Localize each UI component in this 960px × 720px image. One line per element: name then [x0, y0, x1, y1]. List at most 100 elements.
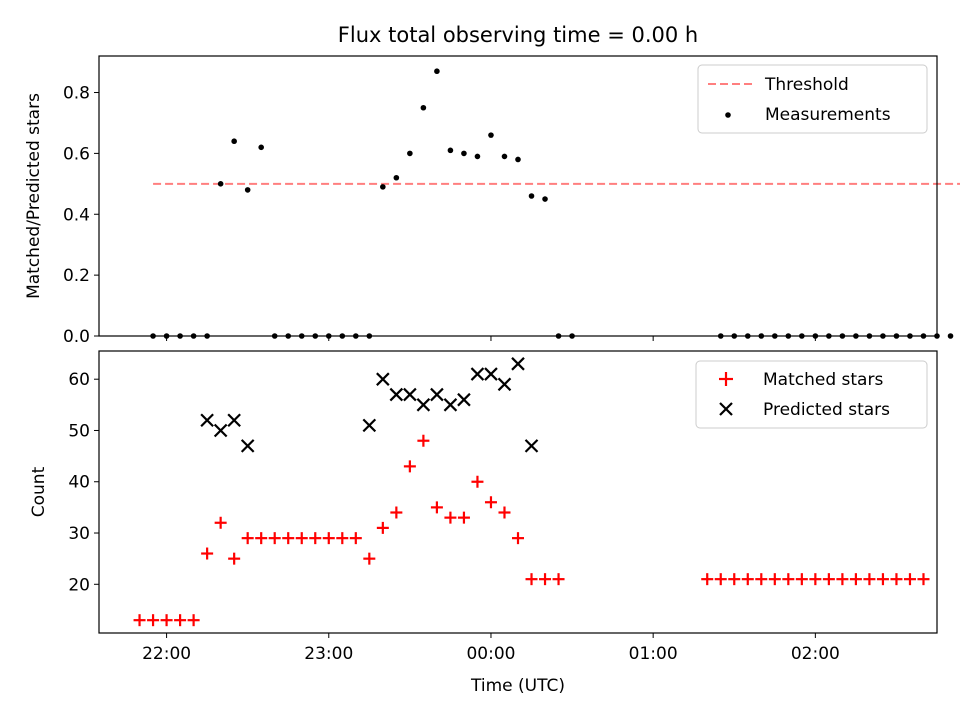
- matched-star-marker: [376, 521, 389, 534]
- legend-measurements-swatch: [725, 112, 731, 118]
- top-y-tick-label: 0.6: [63, 144, 90, 164]
- matched-star-marker: [795, 573, 808, 586]
- matched-star-marker: [201, 547, 214, 560]
- matched-star-marker: [147, 614, 160, 627]
- bottom-panel: Count Time (UTC) 20 30 40 50 60 22:00 23:00 00…: [29, 350, 938, 696]
- matched-star-marker: [349, 532, 362, 545]
- matched-star-marker: [228, 552, 241, 565]
- top-y-tick-label: 0.2: [63, 266, 90, 286]
- predicted-star-marker: [524, 439, 539, 453]
- measurement-point: [393, 174, 400, 181]
- matched-star-marker: [539, 573, 552, 586]
- measurement-point: [501, 153, 508, 160]
- matched-star-marker: [525, 573, 538, 586]
- legend-threshold-label: Threshold: [764, 75, 849, 95]
- legend-matched-swatch: [719, 372, 733, 386]
- bottom-y-tick-label: 50: [68, 421, 90, 441]
- matched-star-marker: [241, 532, 254, 545]
- measurement-point: [488, 132, 494, 138]
- bottom-legend-box: [695, 360, 928, 429]
- bottom-y-tick-label: 30: [68, 524, 90, 544]
- top-y-tick-label: 0.8: [63, 84, 90, 104]
- matched-star-marker: [512, 532, 524, 545]
- matched-star-marker: [876, 573, 889, 586]
- measurement-point: [542, 196, 548, 202]
- matched-star-marker: [863, 573, 876, 586]
- measurement-point: [434, 68, 440, 75]
- matched-star-marker: [714, 573, 727, 586]
- matched-star-marker: [322, 532, 335, 545]
- predicted-star-marker: [511, 357, 525, 371]
- predicted-star-marker: [430, 387, 444, 402]
- matched-star-marker: [903, 573, 916, 586]
- matched-star-marker: [309, 532, 322, 545]
- top-legend: Threshold Measurements: [697, 64, 928, 134]
- matched-star-marker: [174, 614, 187, 627]
- x-tick-label: 01:00: [629, 644, 678, 664]
- matched-star-marker: [160, 614, 173, 627]
- matched-star-marker: [890, 573, 903, 586]
- chart-title: Flux total observing time = 0.00 h: [338, 23, 698, 47]
- measurement-point: [515, 156, 521, 163]
- matched-star-marker: [822, 573, 835, 586]
- matched-star-marker: [728, 573, 741, 586]
- predicted-star-marker: [470, 367, 485, 381]
- bottom-y-axis-label: Count: [29, 466, 49, 517]
- predicted-star-marker: [362, 418, 377, 433]
- top-x-ticks: [166, 336, 816, 341]
- predicted-star-marker: [389, 387, 404, 402]
- predicted-star-marker: [200, 413, 214, 427]
- measurement-point: [461, 150, 467, 157]
- predicted-star-marker: [416, 398, 431, 412]
- x-tick-label: 02:00: [791, 644, 840, 664]
- matched-star-marker: [809, 573, 822, 586]
- matched-star-marker: [133, 614, 146, 627]
- bottom-y-tick-label: 20: [68, 575, 90, 595]
- bottom-y-tick-label: 60: [68, 370, 90, 390]
- legend-measurements-label: Measurements: [765, 105, 891, 125]
- matched-star-marker: [282, 532, 295, 545]
- matched-star-marker: [471, 475, 484, 488]
- matched-star-marker: [403, 460, 416, 473]
- bottom-x-ticks: 22:00 23:00 00:00 01:00 02:00: [142, 633, 840, 664]
- matched-star-marker: [457, 511, 470, 524]
- matched-star-marker: [782, 573, 795, 586]
- matched-star-marker: [741, 573, 754, 586]
- x-tick-label: 22:00: [142, 644, 191, 664]
- predicted-star-marker: [240, 439, 255, 453]
- measurement-point: [258, 144, 264, 151]
- matched-star-marker: [268, 532, 281, 545]
- measurement-point: [407, 150, 413, 157]
- bottom-legend: Matched stars Predicted stars: [695, 360, 928, 429]
- matched-star-marker: [701, 573, 714, 586]
- measurement-point: [244, 187, 251, 193]
- matched-star-marker: [917, 573, 930, 586]
- predicted-star-marker: [497, 377, 512, 392]
- predicted-star-marker: [227, 413, 241, 427]
- predicted-stars-points: [200, 357, 539, 453]
- matched-star-marker: [755, 573, 768, 586]
- matched-star-marker: [430, 501, 443, 514]
- bottom-y-ticks: 20 30 40 50 60: [68, 370, 99, 595]
- matched-star-marker: [255, 532, 268, 545]
- legend-matched-label: Matched stars: [763, 370, 883, 390]
- legend-predicted-swatch: [719, 402, 733, 416]
- matched-star-marker: [214, 516, 227, 529]
- predicted-star-marker: [457, 392, 471, 407]
- measurement-point: [947, 333, 954, 339]
- top-y-axis-label: Matched/Predicted stars: [24, 93, 44, 299]
- top-legend-box: [697, 64, 928, 134]
- predicted-star-marker: [443, 398, 458, 412]
- x-tick-label: 23:00: [304, 644, 353, 664]
- x-axis-label: Time (UTC): [470, 676, 565, 696]
- matched-star-marker: [768, 573, 781, 586]
- bottom-plot-frame: [98, 350, 938, 634]
- matched-star-marker: [417, 434, 430, 447]
- matched-star-marker: [295, 532, 308, 545]
- x-tick-label: 00:00: [466, 644, 515, 664]
- top-y-tick-label: 0.0: [63, 327, 90, 347]
- measurement-point: [528, 193, 535, 199]
- measurement-point: [420, 104, 427, 111]
- bottom-y-tick-label: 40: [68, 473, 90, 493]
